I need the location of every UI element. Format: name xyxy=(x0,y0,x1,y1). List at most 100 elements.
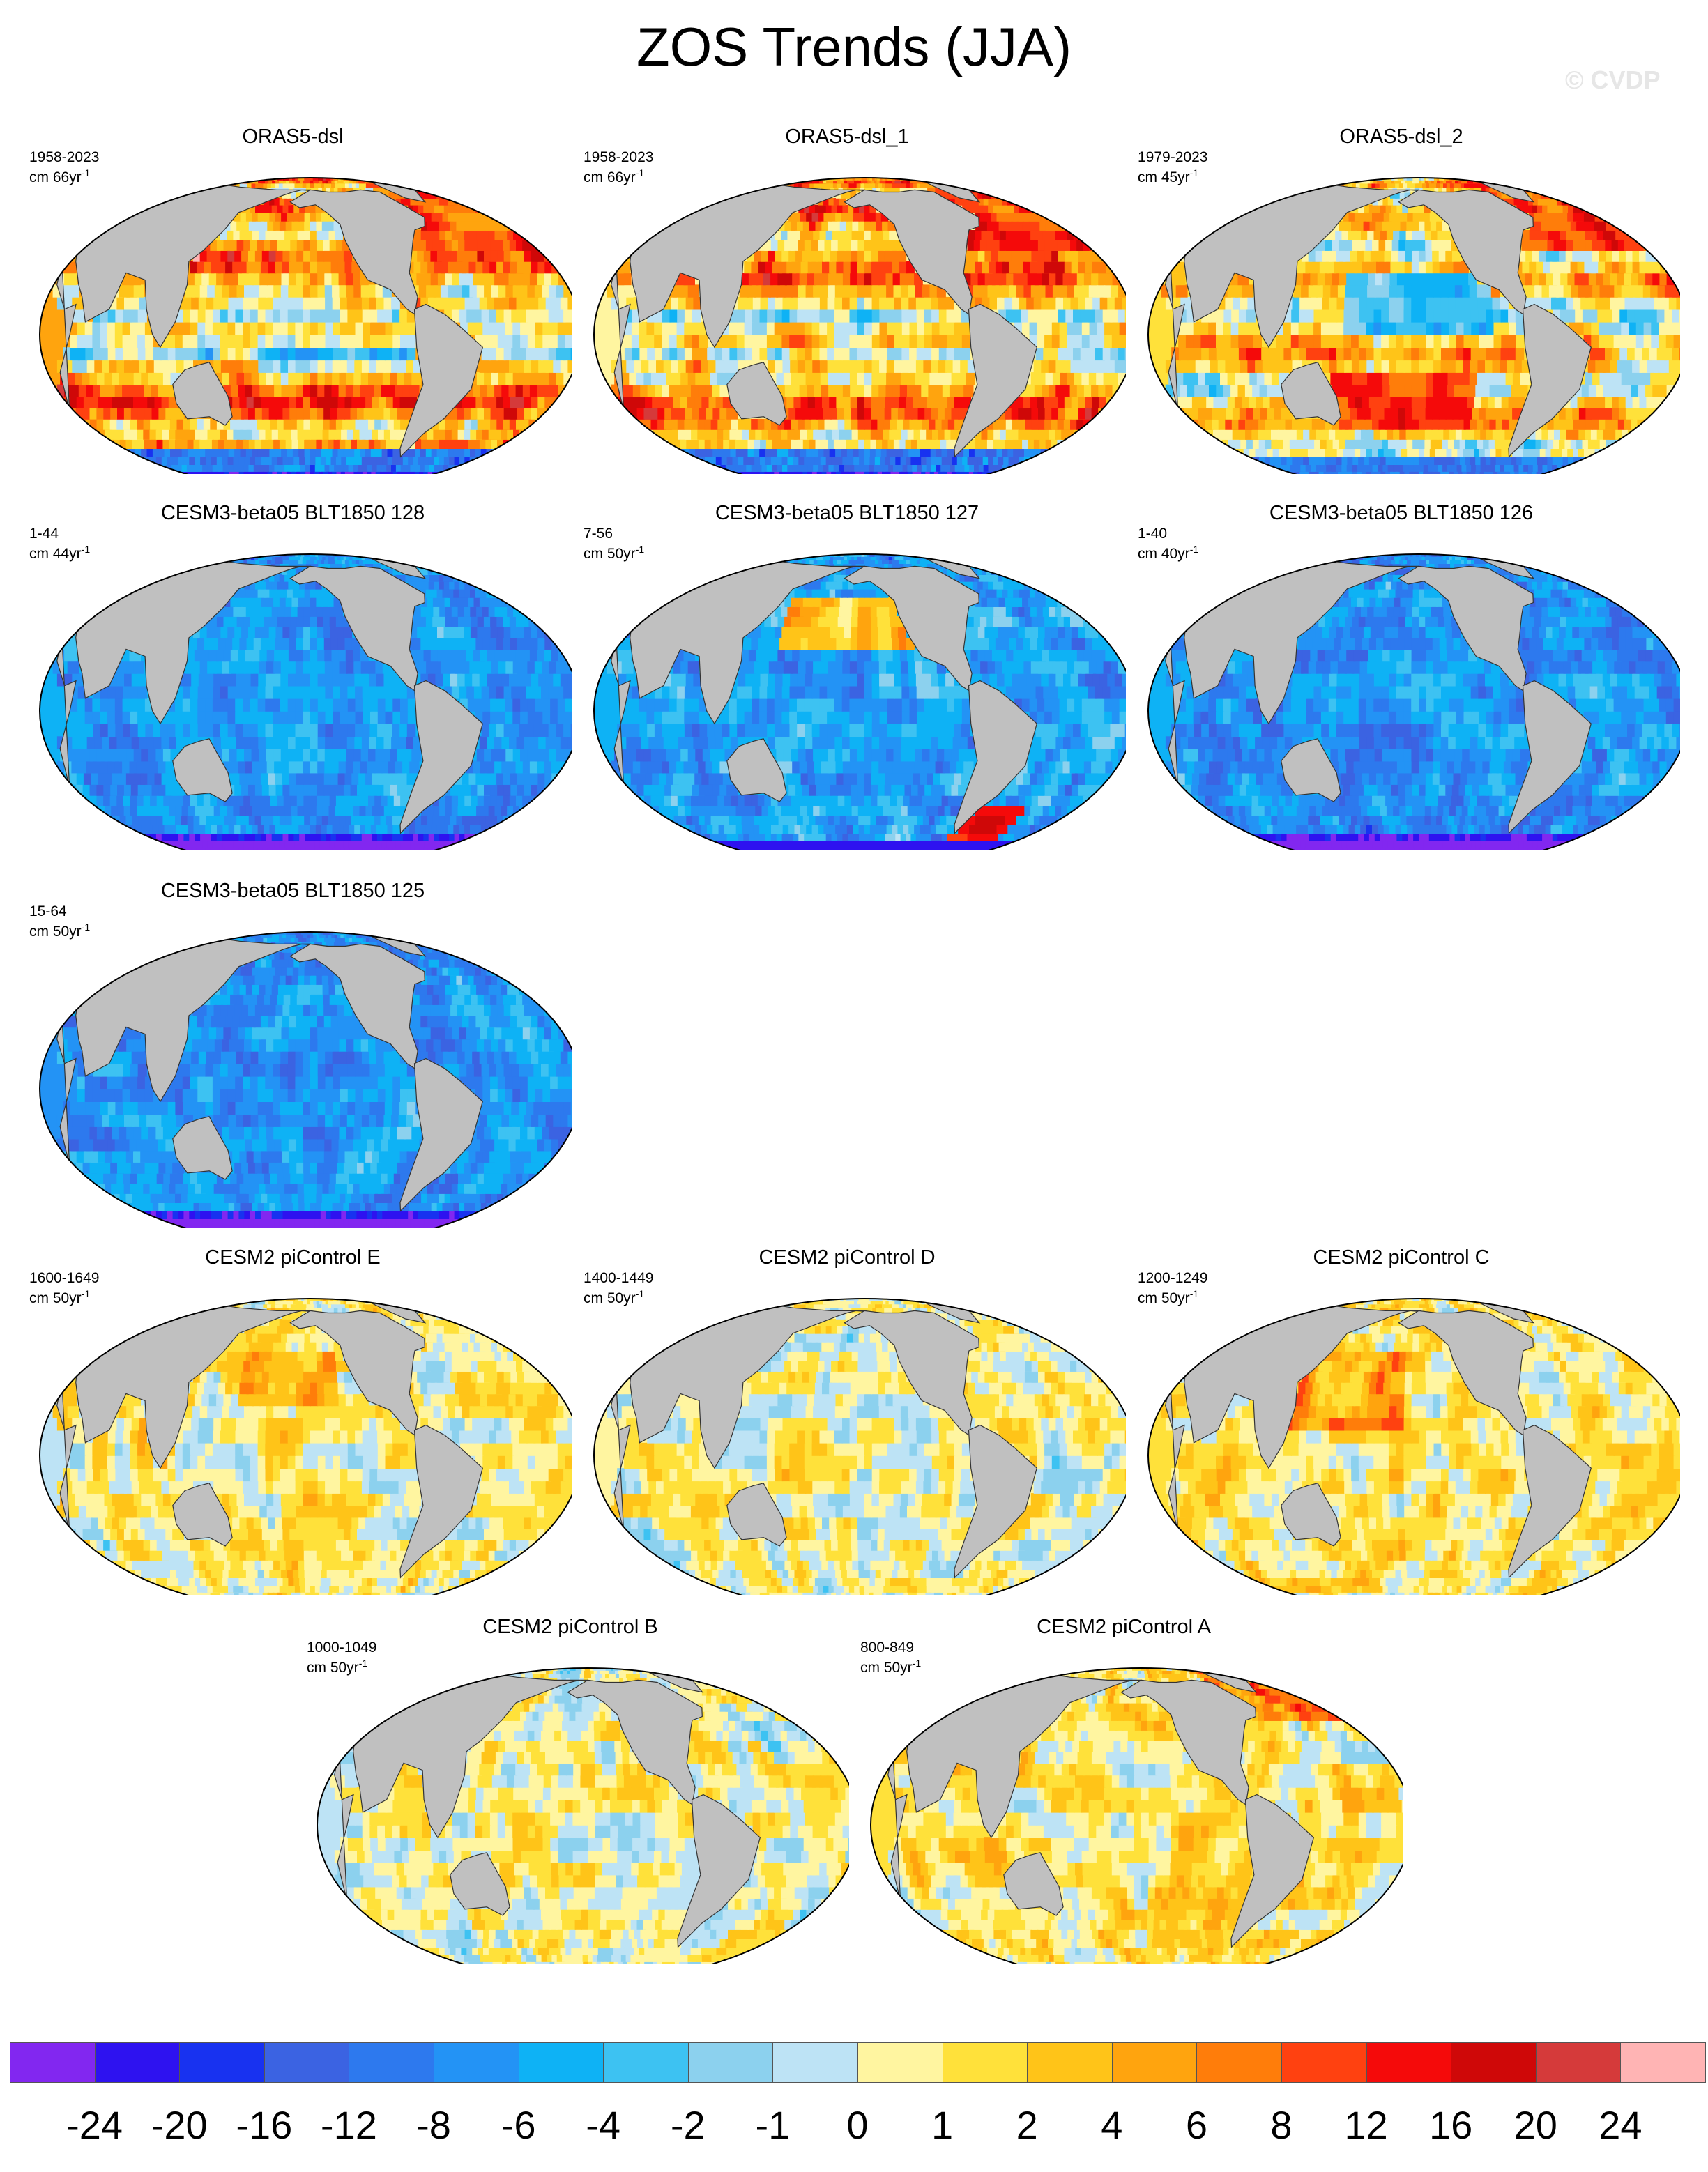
landmass-3 xyxy=(1398,189,1534,315)
landmass-2 xyxy=(1003,1852,1064,1916)
map-panel: ORAS5-dsl 1958-2023 cm 66yr-1 xyxy=(14,125,572,474)
panel-years: 1-40 xyxy=(1138,526,1167,542)
landmass-4 xyxy=(954,303,1037,458)
map-plot xyxy=(593,177,1126,474)
panel-units: cm 40yr-1 xyxy=(1138,544,1198,563)
panel-units: cm 66yr-1 xyxy=(29,167,90,186)
landmass-3 xyxy=(567,1679,703,1805)
trend-field xyxy=(40,1299,572,1595)
panel-years: 7-56 xyxy=(584,526,613,542)
map-panel: ORAS5-dsl_2 1979-2023 cm 45yr-1 xyxy=(1122,125,1680,474)
panel-years: 1600-1649 xyxy=(29,1270,99,1287)
trend-field xyxy=(594,178,1126,474)
map-panel: CESM2 piControl D 1400-1449 cm 50yr-1 xyxy=(568,1246,1126,1595)
map-border xyxy=(39,931,572,1228)
panel-units: cm 50yr-1 xyxy=(29,1288,90,1307)
colorbar-swatch xyxy=(857,2042,943,2083)
landmass-2 xyxy=(1281,1483,1341,1547)
landmass-4 xyxy=(954,1424,1037,1579)
panel-units: cm 44yr-1 xyxy=(29,544,90,563)
trend-field xyxy=(1148,178,1680,474)
map-plot xyxy=(317,1667,849,1964)
map-border xyxy=(870,1667,1403,1964)
map-plot xyxy=(593,553,1126,850)
colorbar: -24 -20 -16 -12 -8 -6 -4 -2 -1 0 1 2 4 6 8 12 16 20 24 xyxy=(0,2042,1708,2172)
colorbar-tick-label: 0 xyxy=(809,2102,906,2148)
colorbar-tick-label: -8 xyxy=(385,2102,482,2148)
colorbar-swatch xyxy=(179,2042,265,2083)
panel-units: cm 50yr-1 xyxy=(1138,1288,1198,1307)
colorbar-tick-label: -2 xyxy=(639,2102,737,2148)
landmass-4 xyxy=(954,680,1037,834)
colorbar-swatch xyxy=(1281,2042,1367,2083)
colorbar-tick-label: 8 xyxy=(1233,2102,1330,2148)
colorbar-tick-label: 20 xyxy=(1487,2102,1585,2148)
watermark: © CVDP xyxy=(1565,66,1661,95)
panel-units: cm 50yr-1 xyxy=(584,544,644,563)
map-border xyxy=(1147,177,1680,474)
colorbar-swatch xyxy=(434,2042,519,2083)
panel-title: CESM2 piControl A xyxy=(845,1616,1403,1639)
colorbar-tick-label: 6 xyxy=(1147,2102,1245,2148)
panel-years: 1979-2023 xyxy=(1138,149,1207,166)
map-plot xyxy=(870,1667,1403,1964)
map-plot xyxy=(39,1298,572,1595)
landmass-4 xyxy=(399,1057,483,1212)
colorbar-swatch xyxy=(1620,2042,1706,2083)
colorbar-swatch xyxy=(1451,2042,1537,2083)
map-panel: CESM3-beta05 BLT1850 125 15-64 cm 50yr-1 xyxy=(14,880,572,1228)
figure-title: ZOS Trends (JJA) xyxy=(0,15,1708,79)
landmass-2 xyxy=(1281,738,1341,802)
panel-title: CESM3-beta05 BLT1850 128 xyxy=(14,502,572,525)
panel-years: 15-64 xyxy=(29,903,67,920)
map-border xyxy=(1147,553,1680,850)
panel-units: cm 45yr-1 xyxy=(1138,167,1198,186)
map-panel: CESM3-beta05 BLT1850 128 1-44 cm 44yr-1 xyxy=(14,502,572,850)
map-border xyxy=(39,1298,572,1595)
map-plot xyxy=(1147,1298,1680,1595)
panel-units: cm 50yr-1 xyxy=(29,921,90,940)
panel-units: cm 50yr-1 xyxy=(584,1288,644,1307)
colorbar-tick-label: -6 xyxy=(470,2102,567,2148)
panel-title: CESM3-beta05 BLT1850 127 xyxy=(568,502,1126,525)
landmass-3 xyxy=(1398,1310,1534,1436)
landmass-2 xyxy=(726,1483,787,1547)
landmass-3 xyxy=(289,1310,425,1436)
landmass-2 xyxy=(1281,362,1341,426)
landmass-4 xyxy=(399,680,483,834)
landmass-2 xyxy=(172,1116,233,1180)
map-plot xyxy=(39,931,572,1228)
panel-years: 800-849 xyxy=(860,1639,914,1656)
landmass-2 xyxy=(726,738,787,802)
colorbar-swatch xyxy=(94,2042,181,2083)
map-panel: CESM2 piControl B 1000-1049 cm 50yr-1 xyxy=(291,1616,849,1964)
map-border xyxy=(593,553,1126,850)
map-plot xyxy=(39,177,572,474)
panel-units: cm 50yr-1 xyxy=(307,1658,367,1676)
colorbar-tick-label: 24 xyxy=(1571,2102,1669,2148)
map-plot xyxy=(1147,177,1680,474)
panel-title: CESM2 piControl E xyxy=(14,1246,572,1269)
colorbar-swatch xyxy=(1535,2042,1622,2083)
colorbar-swatch xyxy=(687,2042,774,2083)
colorbar-swatch xyxy=(1196,2042,1282,2083)
map-border xyxy=(317,1667,849,1964)
map-border xyxy=(39,553,572,850)
landmass-2 xyxy=(450,1852,510,1916)
landmass-3 xyxy=(1120,1679,1256,1805)
colorbar-tick-label: -24 xyxy=(46,2102,144,2148)
panel-title: ORAS5-dsl xyxy=(14,125,572,148)
map-border xyxy=(1147,1298,1680,1595)
colorbar-swatch xyxy=(264,2042,350,2083)
panel-title: ORAS5-dsl_2 xyxy=(1122,125,1680,148)
panel-years: 1-44 xyxy=(29,526,59,542)
colorbar-tick-label: 4 xyxy=(1063,2102,1161,2148)
landmass-3 xyxy=(289,189,425,315)
colorbar-swatch xyxy=(1111,2042,1198,2083)
colorbar-tick-label: 1 xyxy=(894,2102,991,2148)
landmass-3 xyxy=(289,565,425,691)
panel-title: CESM2 piControl C xyxy=(1122,1246,1680,1269)
panel-years: 1000-1049 xyxy=(307,1639,376,1656)
landmass-3 xyxy=(844,189,979,315)
map-panel: CESM2 piControl E 1600-1649 cm 50yr-1 xyxy=(14,1246,572,1595)
